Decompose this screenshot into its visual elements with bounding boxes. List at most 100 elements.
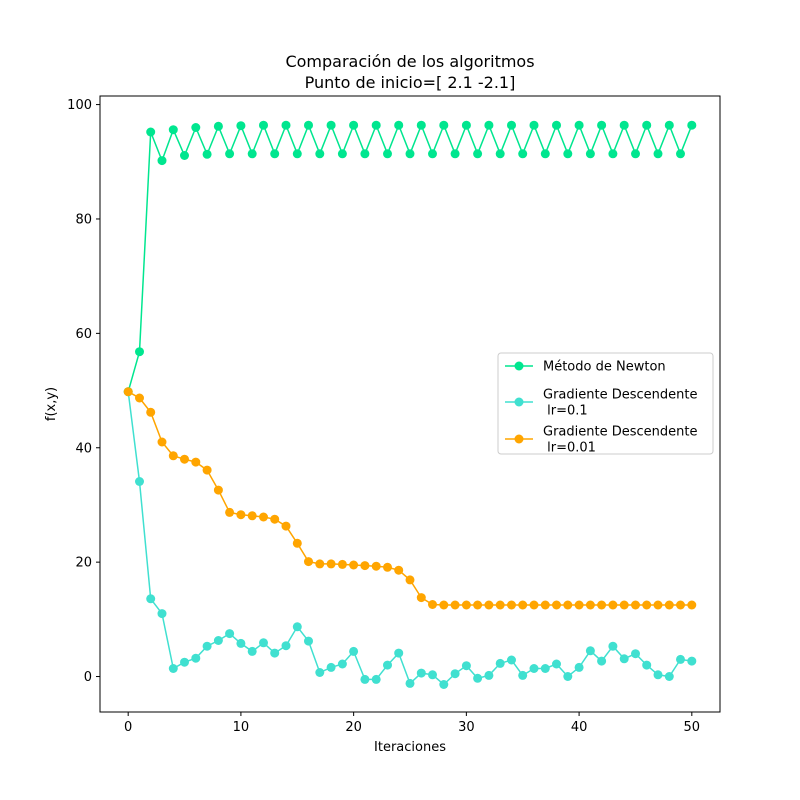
data-point <box>157 156 167 166</box>
legend-label: Gradiente Descendente <box>543 388 697 403</box>
data-point <box>664 120 674 130</box>
data-point <box>270 149 280 159</box>
data-point <box>495 658 505 668</box>
data-point <box>281 521 291 531</box>
data-point <box>676 654 685 664</box>
data-point <box>495 600 505 610</box>
data-point <box>405 575 415 585</box>
data-point <box>168 664 178 673</box>
data-point <box>631 649 640 659</box>
data-point <box>428 670 437 680</box>
data-point <box>146 127 156 137</box>
data-point <box>157 437 167 447</box>
plot-series <box>123 120 697 689</box>
y-tick-label: 40 <box>75 441 92 456</box>
data-point <box>259 638 268 648</box>
data-point <box>597 656 607 666</box>
data-point <box>608 149 618 159</box>
data-point <box>236 638 246 648</box>
data-point <box>304 557 313 567</box>
data-point <box>236 121 246 131</box>
data-point <box>394 648 404 658</box>
data-point <box>631 600 640 610</box>
data-point <box>540 664 550 673</box>
chart-subtitle: Punto de inicio=[ 2.1 -2.1] <box>305 73 516 92</box>
data-point <box>687 120 697 130</box>
data-point <box>180 454 189 464</box>
data-point <box>540 149 550 159</box>
data-point <box>574 662 584 672</box>
data-point <box>180 151 189 160</box>
data-point <box>315 559 325 569</box>
data-point <box>168 125 178 135</box>
data-point <box>349 120 359 130</box>
legend: Método de Newton Gradiente Descendente lr… <box>497 352 714 456</box>
data-point <box>270 648 280 658</box>
data-point <box>135 477 144 486</box>
data-point <box>202 149 212 159</box>
data-point <box>540 600 550 610</box>
data-point <box>585 149 595 159</box>
legend-marker <box>514 397 524 407</box>
x-tick-label: 50 <box>684 720 701 735</box>
data-point <box>360 674 370 684</box>
data-point <box>225 149 235 159</box>
data-point <box>292 622 302 632</box>
data-point <box>146 407 156 417</box>
data-point <box>247 511 257 521</box>
data-point <box>292 149 302 159</box>
data-point <box>213 485 223 495</box>
y-tick-label: 0 <box>84 670 92 685</box>
data-point <box>518 670 528 680</box>
plot-area <box>99 95 721 713</box>
y-tick-label: 80 <box>75 212 92 227</box>
data-point <box>360 561 370 571</box>
data-point <box>450 669 460 679</box>
data-point <box>676 600 685 610</box>
x-tick-label: 20 <box>345 720 362 735</box>
data-point <box>123 387 133 397</box>
legend-label: Método de Newton <box>543 360 666 375</box>
data-point <box>383 562 392 572</box>
data-point <box>473 673 483 683</box>
data-point <box>653 600 663 610</box>
data-point <box>168 451 178 461</box>
data-point <box>563 672 573 681</box>
data-point <box>371 674 381 684</box>
data-point <box>518 600 528 610</box>
legend-label: lr=0.01 <box>543 441 596 456</box>
data-point <box>428 149 437 159</box>
data-point <box>563 149 573 159</box>
data-point <box>631 149 640 159</box>
data-point <box>473 149 483 159</box>
data-point <box>642 660 652 670</box>
y-axis-label: f(x,y) <box>44 387 59 421</box>
data-point <box>529 600 539 610</box>
data-point <box>405 678 415 688</box>
data-point <box>529 664 539 673</box>
data-point <box>687 600 697 610</box>
data-point <box>326 559 336 569</box>
data-point <box>349 560 359 570</box>
data-point <box>405 149 415 159</box>
data-point <box>180 657 189 667</box>
data-point <box>191 653 201 663</box>
data-point <box>664 600 674 610</box>
data-point <box>552 120 561 130</box>
data-point <box>507 600 516 610</box>
data-point <box>315 149 325 159</box>
data-point <box>383 149 392 159</box>
chart-title: Comparación de los algoritmos <box>285 52 534 71</box>
data-point <box>664 672 674 681</box>
data-point <box>202 641 212 651</box>
data-point <box>281 120 291 130</box>
data-point <box>225 507 235 517</box>
data-point <box>135 347 144 357</box>
y-tick-label: 60 <box>75 327 92 342</box>
data-point <box>473 600 483 610</box>
data-point <box>259 120 268 130</box>
legend-marker <box>514 361 524 371</box>
data-point <box>608 600 618 610</box>
data-point <box>304 120 313 130</box>
